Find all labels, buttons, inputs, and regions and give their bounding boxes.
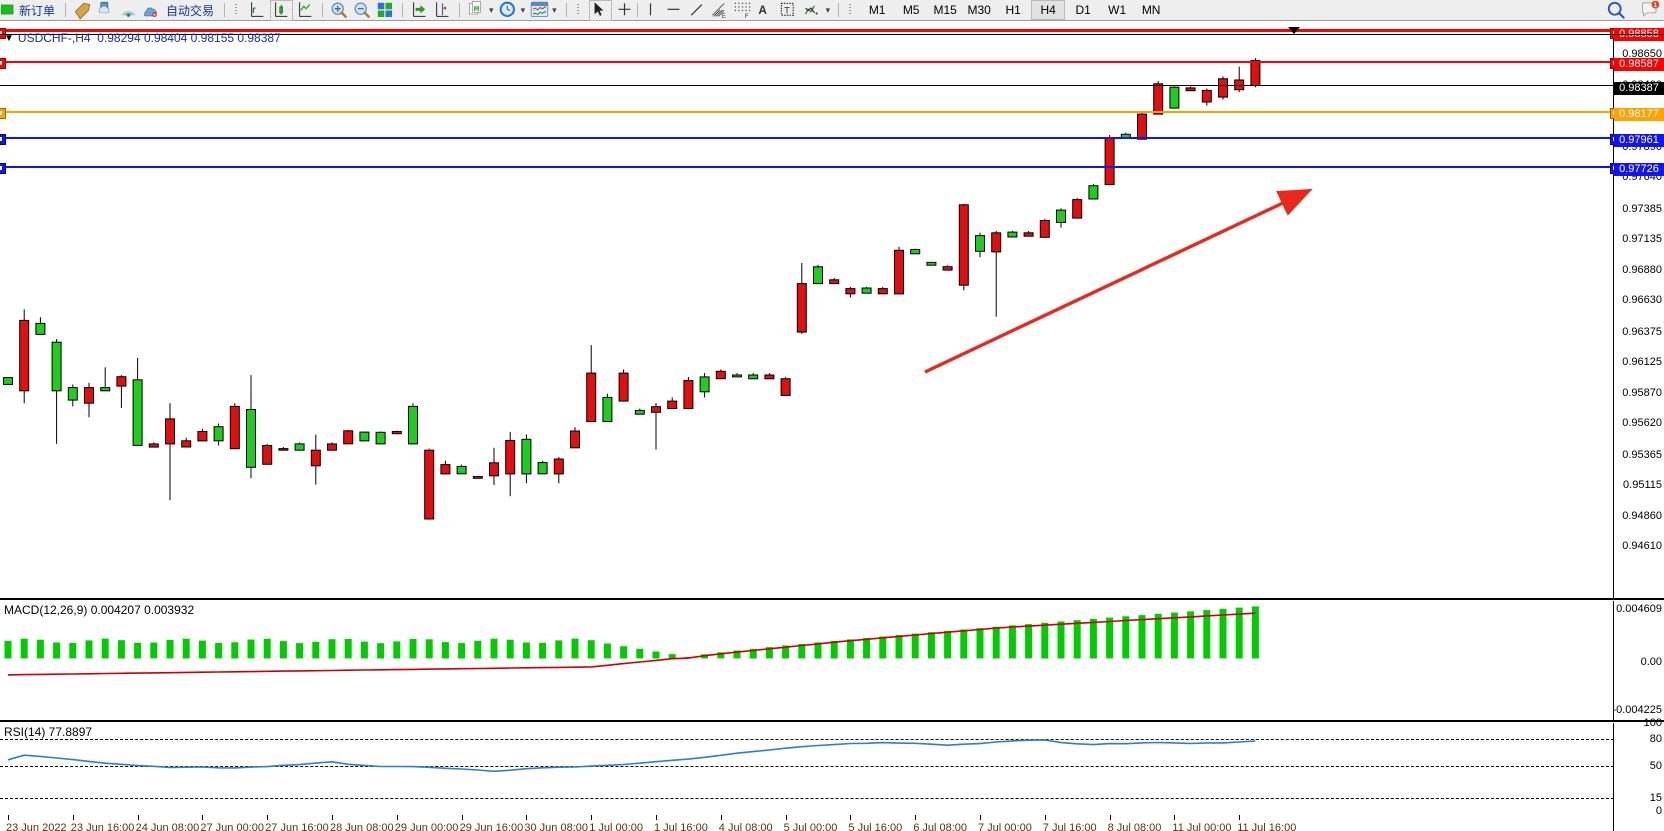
svg-text:E: E <box>722 14 726 20</box>
svg-text:T: T <box>784 5 790 16</box>
svg-text:F: F <box>745 14 749 20</box>
svg-text:A: A <box>758 3 767 17</box>
